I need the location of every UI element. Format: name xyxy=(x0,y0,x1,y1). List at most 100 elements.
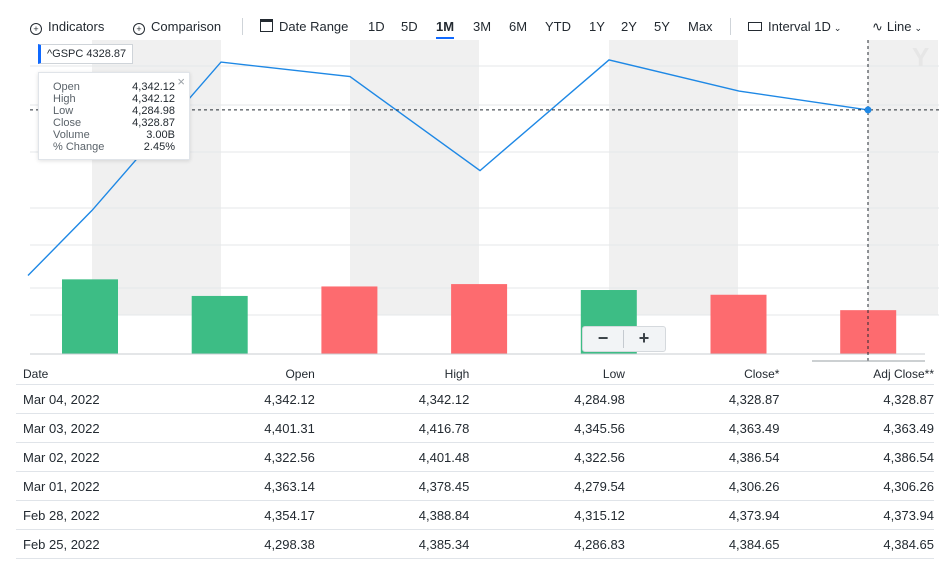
tooltip-value: 4,342.12 xyxy=(132,81,175,93)
cell-date: Mar 03, 2022 xyxy=(16,413,167,443)
tooltip-row-open: Open 4,342.12 xyxy=(53,81,175,93)
calendar-icon xyxy=(260,19,273,32)
ruler-icon xyxy=(748,22,762,31)
chart-canvas[interactable] xyxy=(0,40,939,365)
tooltip-label: High xyxy=(53,93,76,105)
chart-type-label: Line xyxy=(886,19,912,34)
comparison-button[interactable]: + Comparison xyxy=(133,18,221,36)
tooltip-label: Open xyxy=(53,81,80,93)
zoom-in-button[interactable]: + xyxy=(638,328,650,348)
cell-low: 4,345.56 xyxy=(469,413,625,443)
price-line xyxy=(27,59,869,277)
tooltip-value: 4,342.12 xyxy=(132,93,175,105)
cell-open: 4,342.12 xyxy=(166,384,315,414)
tooltip-value: 4,284.98 xyxy=(132,105,175,117)
tooltip-label: Volume xyxy=(53,129,90,141)
cell-open: 4,363.14 xyxy=(166,471,315,501)
column-header-date: Date xyxy=(16,364,167,385)
cell-adj-close: 4,384.65 xyxy=(779,529,934,559)
tooltip-value: 4,328.87 xyxy=(132,117,175,129)
tooltip-value: 3.00B xyxy=(146,129,175,141)
cell-open: 4,298.38 xyxy=(166,529,315,559)
cell-close: 4,328.87 xyxy=(624,384,780,414)
yahoo-logo: Y xyxy=(912,42,930,72)
date-range-label: Date Range xyxy=(279,19,349,34)
table-row: Feb 25, 2022 4,298.38 4,385.34 4,286.83 … xyxy=(16,529,934,559)
background-band xyxy=(609,40,738,315)
ohlc-tooltip: × Open 4,342.12 High 4,342.12 Low 4,284.98 … xyxy=(38,72,190,160)
volume-bar xyxy=(62,279,118,354)
chart-type-dropdown[interactable]: ∿ Line ⌄ xyxy=(872,18,922,37)
range-tab-3m[interactable]: 3M xyxy=(473,19,492,34)
zoom-out-button[interactable]: − xyxy=(597,328,609,348)
indicators-button[interactable]: + Indicators xyxy=(30,18,104,36)
cell-high: 4,342.12 xyxy=(314,384,470,414)
cell-date: Mar 04, 2022 xyxy=(16,384,167,414)
interval-dropdown[interactable]: Interval 1D ⌄ xyxy=(748,18,841,37)
column-header-open: Open xyxy=(166,364,315,385)
tooltip-row-close: Close 4,328.87 xyxy=(53,117,175,129)
cell-date: Mar 02, 2022 xyxy=(16,442,167,472)
cell-open: 4,354.17 xyxy=(166,500,315,530)
table-row: Mar 02, 2022 4,322.56 4,401.48 4,322.56 … xyxy=(16,442,934,472)
chevron-down-icon: ⌄ xyxy=(914,23,923,33)
line-chart-icon: ∿ xyxy=(872,19,883,34)
cell-high: 4,388.84 xyxy=(314,500,470,530)
historical-data-table: Date Open High Low Close* Adj Close** Ma… xyxy=(16,364,934,559)
cell-close: 4,373.94 xyxy=(624,500,780,530)
background-band xyxy=(350,40,479,315)
range-tab-1m[interactable]: 1M xyxy=(436,18,455,39)
column-header-close: Close* xyxy=(624,364,780,385)
cell-high: 4,401.48 xyxy=(314,442,470,472)
cell-open: 4,322.56 xyxy=(166,442,315,472)
range-tab-6m[interactable]: 6M xyxy=(509,19,528,34)
column-header-adj-close: Adj Close** xyxy=(779,364,934,385)
tooltip-value: 2.45% xyxy=(143,141,175,153)
cell-low: 4,315.12 xyxy=(469,500,625,530)
tooltip-label: Low xyxy=(53,105,74,117)
tooltip-row-low: Low 4,284.98 xyxy=(53,105,175,117)
cell-adj-close: 4,363.49 xyxy=(779,413,934,443)
tooltip-label: Close xyxy=(53,117,82,129)
date-range-button[interactable]: Date Range xyxy=(260,18,348,36)
table-row: Mar 04, 2022 4,342.12 4,342.12 4,284.98 … xyxy=(16,384,934,414)
volume-bar xyxy=(451,284,508,354)
cell-close: 4,363.49 xyxy=(624,413,780,443)
range-tab-2y[interactable]: 2Y xyxy=(621,19,637,34)
volume-bar xyxy=(710,294,767,354)
zoom-control: − + xyxy=(582,326,666,352)
range-tab-1d[interactable]: 1D xyxy=(368,19,385,34)
table-header-row: Date Open High Low Close* Adj Close** xyxy=(16,364,934,385)
cell-high: 4,378.45 xyxy=(314,471,470,501)
cell-close: 4,386.54 xyxy=(624,442,780,472)
range-tab-max[interactable]: Max xyxy=(688,19,713,34)
tooltip-row-high: High 4,342.12 xyxy=(53,93,175,105)
comparison-label: Comparison xyxy=(151,19,222,34)
tooltip-label: % Change xyxy=(53,141,105,153)
crosshair-point xyxy=(864,106,872,114)
volume-bar xyxy=(191,295,248,354)
toolbar-divider xyxy=(730,18,731,35)
column-header-high: High xyxy=(314,364,470,385)
plus-circle-icon: + xyxy=(133,23,145,35)
cell-date: Mar 01, 2022 xyxy=(16,471,167,501)
table-row: Mar 01, 2022 4,363.14 4,378.45 4,279.54 … xyxy=(16,471,934,501)
toolbar-divider xyxy=(242,18,243,35)
price-chart[interactable] xyxy=(0,40,939,365)
cell-low: 4,322.56 xyxy=(469,442,625,472)
cell-high: 4,385.34 xyxy=(314,529,470,559)
range-tab-ytd[interactable]: YTD xyxy=(545,19,571,34)
range-tab-1y[interactable]: 1Y xyxy=(589,19,605,34)
indicators-label: Indicators xyxy=(48,19,105,34)
cell-close: 4,306.26 xyxy=(624,471,780,501)
range-tab-5y[interactable]: 5Y xyxy=(654,19,670,34)
tooltip-row-volume: Volume 3.00B xyxy=(53,129,175,141)
range-tab-5d[interactable]: 5D xyxy=(401,19,418,34)
close-icon[interactable]: × xyxy=(177,74,185,89)
cell-adj-close: 4,306.26 xyxy=(779,471,934,501)
interval-label: Interval xyxy=(768,19,811,34)
ticker-label: ^GSPC 4328.87 xyxy=(38,44,134,64)
cell-adj-close: 4,373.94 xyxy=(779,500,934,530)
chart-toolbar: + Indicators + Comparison Date Range 1D 5D… xyxy=(0,0,939,46)
zoom-divider xyxy=(623,330,624,348)
